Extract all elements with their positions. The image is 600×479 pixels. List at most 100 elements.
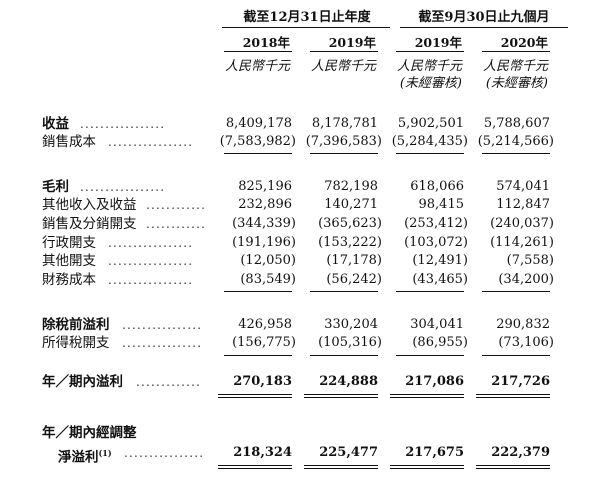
- year-rule-4: [482, 51, 550, 52]
- row-label: 除稅前溢利: [42, 317, 110, 333]
- table-row-other-income: 其他收入及收益 ................. 232,896 140,27…: [0, 195, 600, 215]
- cell-2018: (7,583,982): [219, 134, 296, 149]
- leader-dots: .................: [146, 198, 204, 212]
- cell-2019-9m: 5,902,501: [397, 116, 464, 131]
- cell-2020-9m: 290,832: [496, 317, 550, 332]
- row-label: 收益: [42, 116, 69, 132]
- cell-2018: (83,549): [240, 272, 296, 287]
- row-label-text: 淨溢利: [58, 449, 99, 466]
- year-header-4: 2020年: [500, 35, 548, 50]
- table-row-selling-expenses: 銷售及分銷開支 ................. (344,339) (365…: [0, 214, 600, 234]
- cell-2018: 232,896: [238, 197, 292, 212]
- total-double-rule-2: [304, 465, 378, 469]
- unit-header-4-line1: 人民幣千元: [482, 59, 548, 74]
- year-header-2: 2019年: [328, 35, 376, 50]
- subtotal-rule-1: [224, 153, 292, 154]
- row-label: 財務成本: [42, 272, 96, 288]
- unit-header-3-line2: (未經審核): [399, 76, 462, 91]
- total-double-rule-1: [218, 465, 292, 469]
- table-row-adjusted-net-profit: 淨溢利(1) ................. 218,324 225,477…: [0, 443, 600, 466]
- leader-dots: .................: [122, 336, 202, 350]
- cell-2019-9m: 98,415: [418, 197, 465, 212]
- row-label: 年／期內溢利: [42, 374, 123, 390]
- cell-2019: 782,198: [324, 179, 378, 194]
- row-label: 行政開支: [42, 235, 96, 251]
- group-header-nine-months-rule: [400, 27, 568, 28]
- subtotal-rule-3: [396, 291, 464, 292]
- cell-2019-9m: 304,041: [410, 317, 464, 332]
- row-label: 所得稅開支: [42, 335, 110, 351]
- row-label: 其他開支: [42, 253, 96, 269]
- table-row-gross-profit: 毛利 ................. 825,196 782,198 618…: [0, 177, 600, 197]
- table-row-finance-costs: 財務成本 ................. (83,549) (56,242)…: [0, 270, 600, 290]
- cell-2020-9m: 222,379: [491, 445, 550, 460]
- leader-dots: .................: [146, 217, 204, 231]
- unit-header-1: 人民幣千元: [224, 59, 290, 74]
- cell-2019-9m: 217,675: [405, 445, 464, 460]
- cell-2020-9m: (5,214,566): [477, 134, 554, 149]
- subtotal-rule-2: [310, 291, 378, 292]
- cell-2019: (153,222): [318, 235, 382, 250]
- cell-2019: 225,477: [319, 445, 378, 460]
- cell-2019-9m: 618,066: [410, 179, 464, 194]
- unit-header-3-line1: 人民幣千元: [396, 59, 462, 74]
- subtotal-rule-4: [482, 291, 550, 292]
- cell-2019: 330,204: [324, 317, 378, 332]
- table-row-cost-of-sales: 銷售成本 ................. (7,583,982) (7,39…: [0, 132, 600, 152]
- cell-2019: 140,271: [324, 197, 378, 212]
- cell-2018: 218,324: [233, 445, 292, 460]
- unit-header-4: 人民幣千元 (未經審核): [458, 58, 548, 92]
- cell-2020-9m: 217,726: [491, 374, 550, 389]
- cell-2018: (156,775): [232, 335, 296, 350]
- subtotal-rule-2: [310, 355, 378, 356]
- row-label: 銷售成本: [42, 134, 96, 150]
- unit-header-4-line2: (未經審核): [485, 76, 548, 91]
- cell-2018: 270,183: [233, 374, 292, 389]
- cell-2019-9m: (253,412): [404, 216, 468, 231]
- table-row-profit-before-tax: 除稅前溢利 ................. 426,958 330,204 …: [0, 315, 600, 335]
- leader-dots: .................: [108, 135, 194, 149]
- cell-2018: (12,050): [240, 253, 296, 268]
- total-double-rule-1: [218, 394, 292, 398]
- row-label: 毛利: [42, 179, 69, 195]
- footnote-marker: (1): [98, 448, 112, 458]
- unit-header-2: 人民幣千元: [310, 59, 376, 74]
- table-row-admin-expenses: 行政開支 ................. (191,196) (153,22…: [0, 233, 600, 253]
- cell-2018: (344,339): [232, 216, 296, 231]
- cell-2019: (56,242): [326, 272, 382, 287]
- cell-2019-9m: (86,955): [412, 335, 468, 350]
- table-row-income-tax: 所得稅開支 ................. (156,775) (105,3…: [0, 333, 600, 353]
- cell-2020-9m: (34,200): [498, 272, 554, 287]
- total-double-rule-4: [476, 465, 550, 469]
- cell-2020-9m: (240,037): [490, 216, 554, 231]
- total-double-rule-3: [390, 394, 464, 398]
- cell-2019-9m: (12,491): [412, 253, 468, 268]
- row-label: 其他收入及收益: [42, 197, 137, 213]
- cell-2019: 8,178,781: [311, 116, 378, 131]
- total-double-rule-4: [476, 394, 550, 398]
- cell-2019: (7,396,583): [305, 134, 382, 149]
- row-label: 年／期內經調整: [42, 425, 137, 441]
- subtotal-rule-2: [310, 153, 378, 154]
- total-double-rule-3: [390, 465, 464, 469]
- subtotal-rule-3: [396, 355, 464, 356]
- cell-2020-9m: (114,261): [490, 235, 554, 250]
- table-row-revenue: 收益 ................. 8,409,178 8,178,781…: [0, 114, 600, 134]
- subtotal-rule-4: [482, 355, 550, 356]
- cell-2020-9m: (7,558): [506, 253, 554, 268]
- leader-dots: .................: [136, 375, 202, 389]
- subtotal-rule-1: [224, 291, 292, 292]
- cell-2019-9m: 217,086: [405, 374, 464, 389]
- year-rule-1: [224, 51, 292, 52]
- leader-dots: .................: [124, 446, 202, 460]
- cell-2019: 224,888: [319, 374, 378, 389]
- cell-2019: (365,623): [318, 216, 382, 231]
- leader-dots: .................: [108, 273, 194, 287]
- leader-dots: .................: [80, 180, 166, 194]
- row-label: 銷售及分銷開支: [42, 216, 137, 232]
- year-header-3: 2019年: [414, 35, 462, 50]
- cell-2019-9m: (103,072): [404, 235, 468, 250]
- cell-2018: 825,196: [238, 179, 292, 194]
- group-header-annual: 截至12月31日止年度: [243, 10, 371, 25]
- table-row-profit-for-period: 年／期內溢利 ................. 270,183 224,888…: [0, 372, 600, 392]
